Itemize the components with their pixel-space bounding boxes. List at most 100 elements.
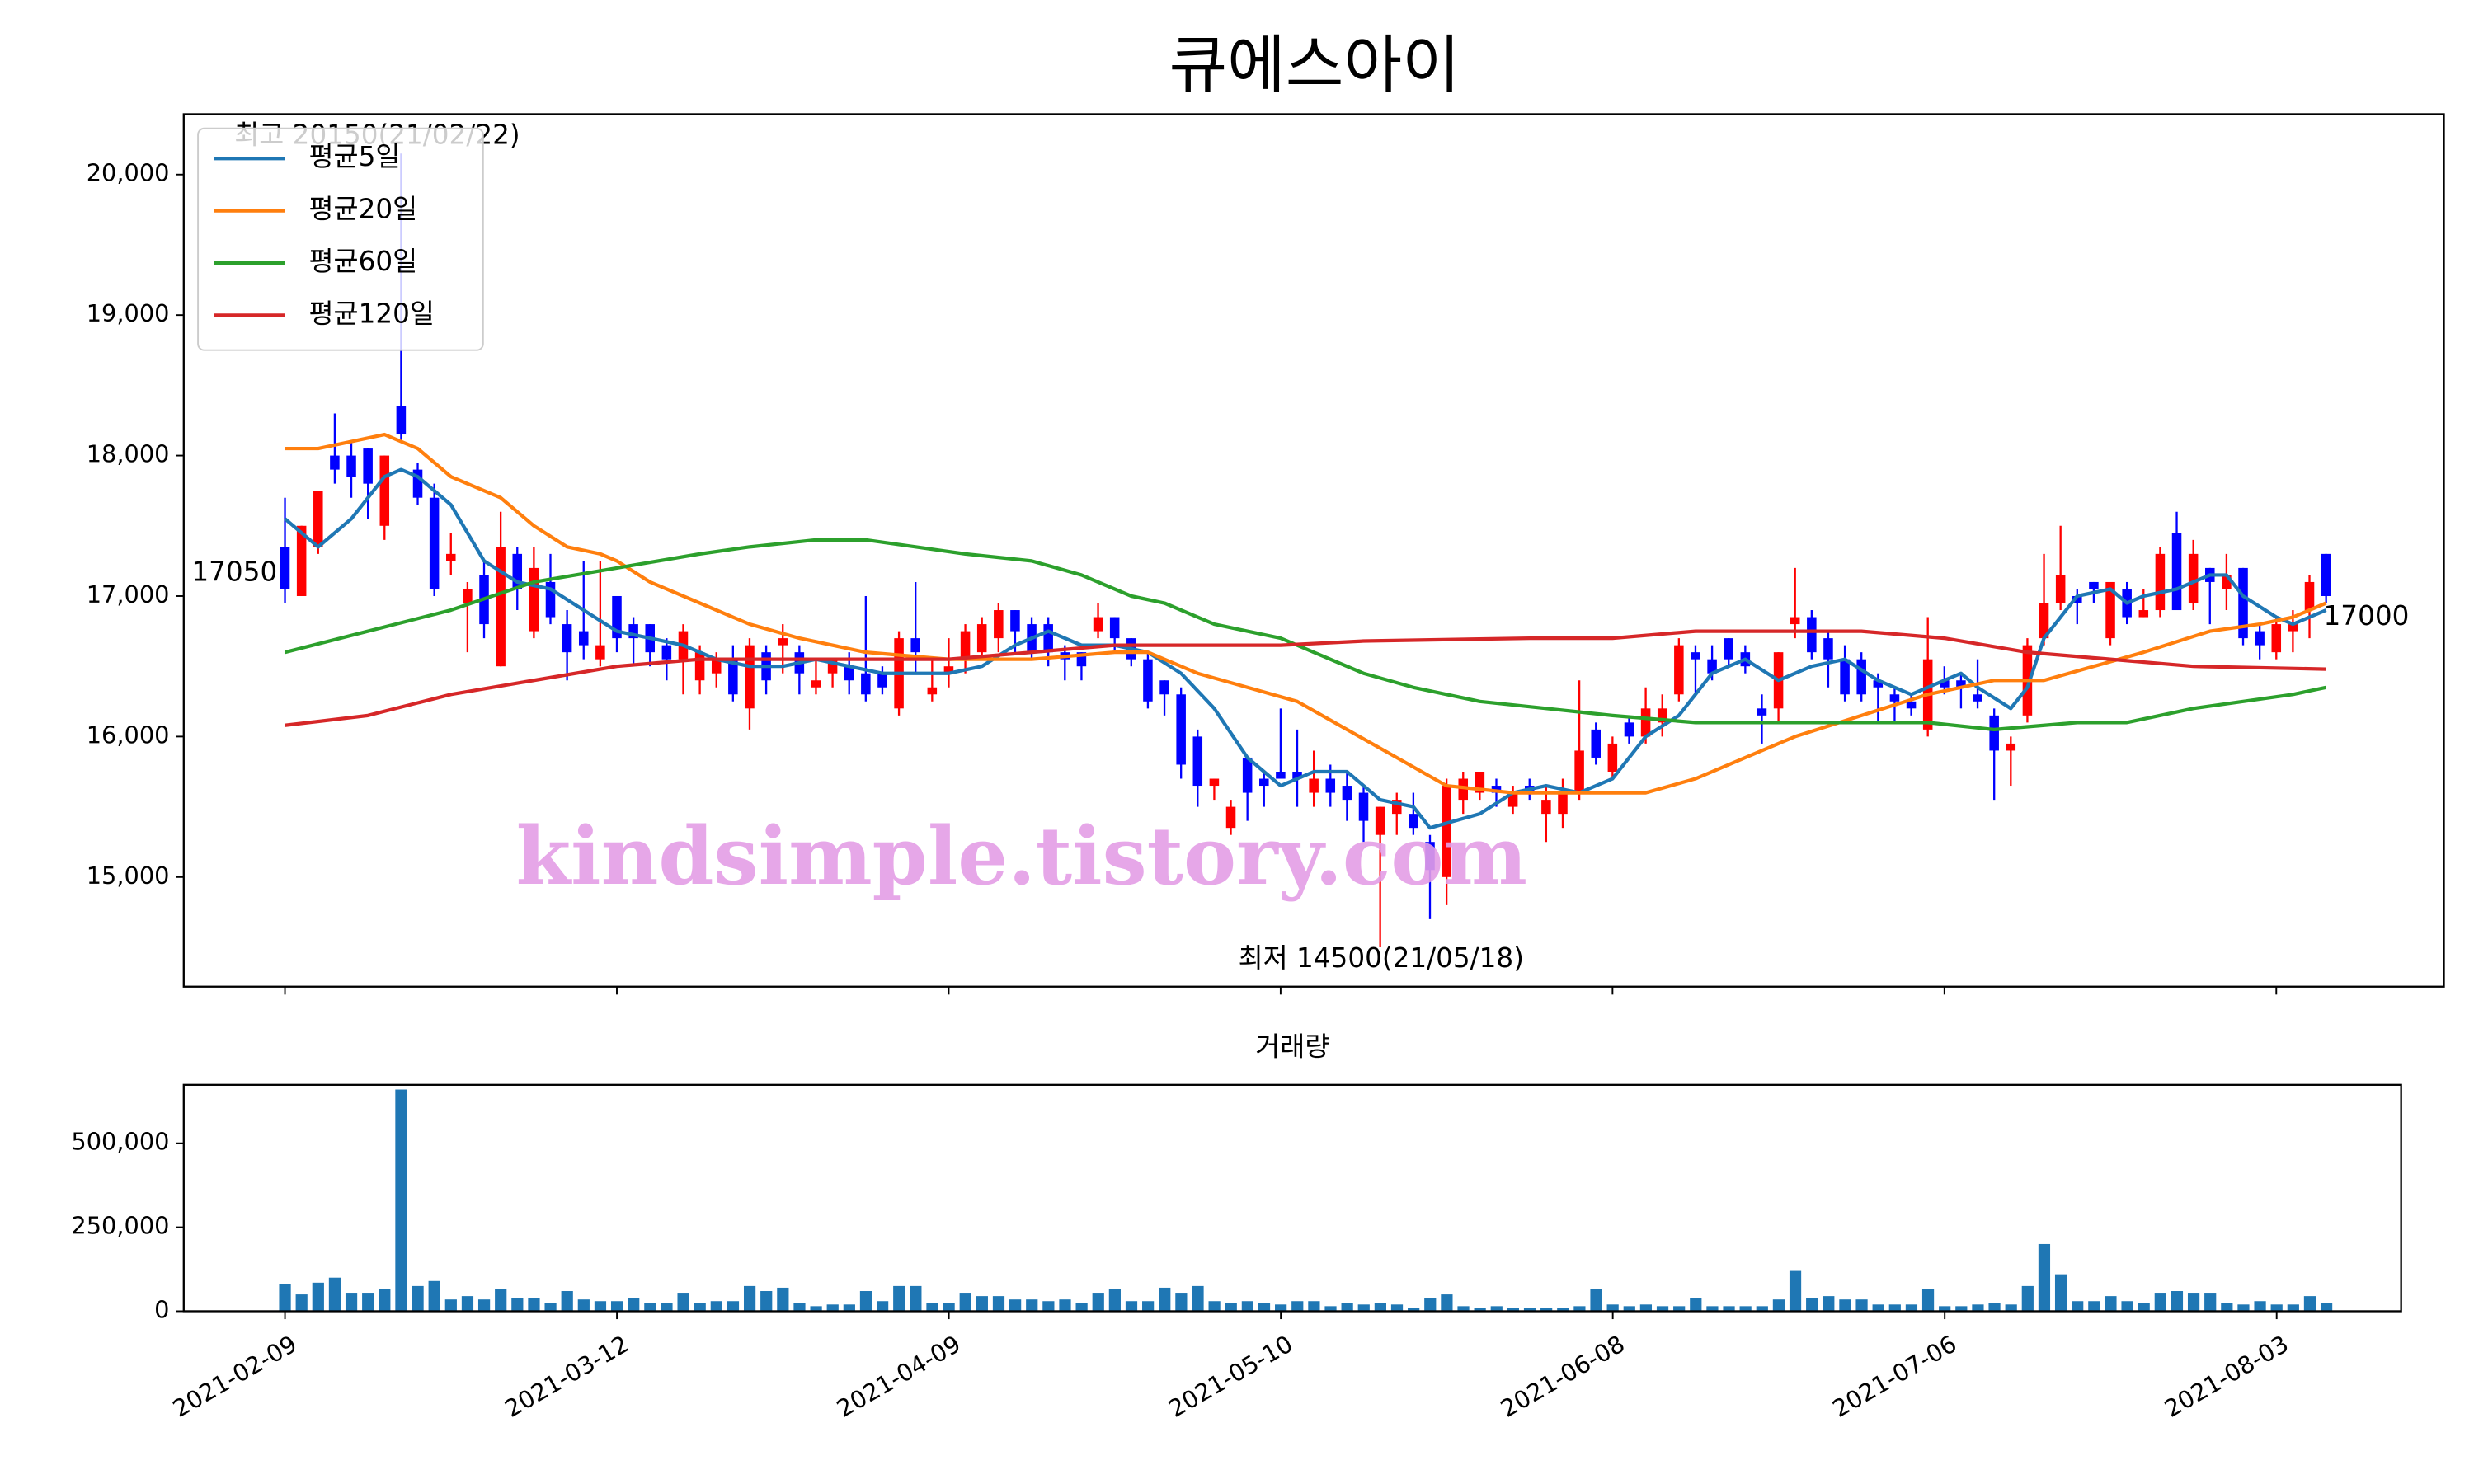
volume-bar (943, 1303, 955, 1312)
volume-bar (444, 1299, 457, 1312)
volume-bar (428, 1280, 440, 1312)
volume-bar (710, 1301, 722, 1312)
candle-body (2006, 743, 2016, 751)
volume-bar (412, 1285, 424, 1312)
volume-bar (628, 1298, 640, 1312)
volume-bar (1374, 1303, 1386, 1312)
plot-frame (182, 113, 2445, 988)
volume-bar (2105, 1296, 2117, 1312)
y-tick-label: 16,000 (87, 721, 170, 749)
candle-body (296, 525, 307, 596)
candle-body (1507, 792, 1518, 807)
volume-bar (2320, 1303, 2333, 1312)
candle-body (2321, 553, 2331, 596)
annotation: 최저 14500(21/05/18) (1239, 942, 1524, 974)
candle-body (1225, 806, 1236, 829)
candle-body (1375, 806, 1385, 835)
y-tick-label: 250,000 (71, 1212, 169, 1240)
candle-body (728, 659, 738, 695)
volume-bar (1142, 1301, 1155, 1312)
volume-bar (594, 1301, 607, 1312)
volume-bar (395, 1089, 407, 1312)
volume-bar (2088, 1301, 2100, 1312)
volume-bar (743, 1285, 756, 1312)
volume-bar (976, 1296, 988, 1312)
candle-body (811, 680, 821, 688)
candle-body (463, 589, 473, 603)
legend-box (197, 127, 484, 351)
volume-bar (1026, 1299, 1038, 1312)
candle-body (661, 645, 672, 660)
candle-body (1342, 786, 1352, 801)
volume-bar (1972, 1304, 1984, 1312)
candle-body (1491, 786, 1502, 793)
candle-body (595, 645, 605, 660)
candle-body (2188, 553, 2199, 603)
candle-body (1574, 750, 1584, 793)
volume-bar (1656, 1306, 1669, 1312)
volume-bar (2121, 1301, 2133, 1312)
candle-body (2089, 581, 2099, 589)
candle-body (1823, 638, 1833, 660)
volume-bar (1192, 1285, 1204, 1312)
candle-body (994, 610, 1004, 639)
volume-bar (1523, 1308, 1536, 1312)
candle-body (429, 497, 440, 589)
volume-bar (1408, 1308, 1420, 1312)
volume-bar (760, 1291, 773, 1312)
volume-bar (544, 1303, 557, 1312)
annotation: 17000 (2324, 600, 2410, 632)
volume-bar (1839, 1299, 1851, 1312)
y-tick-label: 20,000 (87, 159, 170, 187)
volume-bar (910, 1285, 922, 1312)
volume-bar (2138, 1303, 2150, 1312)
volume-bar (1009, 1299, 1022, 1312)
plot-frame (182, 1083, 2402, 1313)
candle-body (578, 631, 589, 646)
candle-body (1242, 757, 1253, 793)
volume-bar (1772, 1299, 1785, 1312)
y-tick-label: 17,000 (87, 580, 170, 608)
volume-bar (2204, 1293, 2217, 1312)
volume-bar (1291, 1301, 1304, 1312)
y-tick-label: 15,000 (87, 862, 170, 890)
candle-body (1790, 617, 1800, 625)
volume-bar (1557, 1308, 1569, 1312)
candle-body (694, 652, 705, 681)
chart-title: 큐에스아이 (1169, 30, 1460, 103)
candle-body (1640, 708, 1651, 737)
candle-body (861, 673, 871, 695)
volume-bar (1988, 1303, 2001, 1312)
volume-bar (1540, 1308, 1553, 1312)
volume-bar (312, 1282, 324, 1312)
candle-body (1674, 645, 1684, 695)
volume-bar (1042, 1301, 1055, 1312)
candle-body (1691, 652, 1700, 660)
candle-body (313, 491, 323, 547)
candle-body (1358, 792, 1369, 821)
y-tick-label: 500,000 (71, 1128, 169, 1156)
volume-bar (1341, 1303, 1353, 1312)
watermark: kindsimple.tistory.com (516, 810, 1527, 903)
volume-bar (1275, 1304, 1287, 1312)
volume-bar (1258, 1303, 1271, 1312)
volume-bar (577, 1299, 590, 1312)
candle-body (778, 638, 788, 646)
volume-bar (644, 1303, 656, 1312)
volume-bar (610, 1301, 623, 1312)
volume-bar (1159, 1287, 1171, 1312)
volume-bar (2054, 1274, 2067, 1312)
candle-body (1010, 610, 1020, 632)
candle-body (1143, 659, 1153, 702)
candle-body (562, 624, 572, 653)
candle-body (1707, 659, 1717, 674)
legend-label: 평균120일 (309, 298, 435, 329)
volume-bar (1324, 1306, 1337, 1312)
volume-bar (2303, 1296, 2316, 1312)
candle-body (512, 553, 523, 589)
volume-bar (1075, 1303, 1088, 1312)
volume-bar (561, 1291, 573, 1312)
volume-bar (992, 1296, 1005, 1312)
candle-body (612, 595, 622, 639)
volume-bar (1723, 1306, 1735, 1312)
